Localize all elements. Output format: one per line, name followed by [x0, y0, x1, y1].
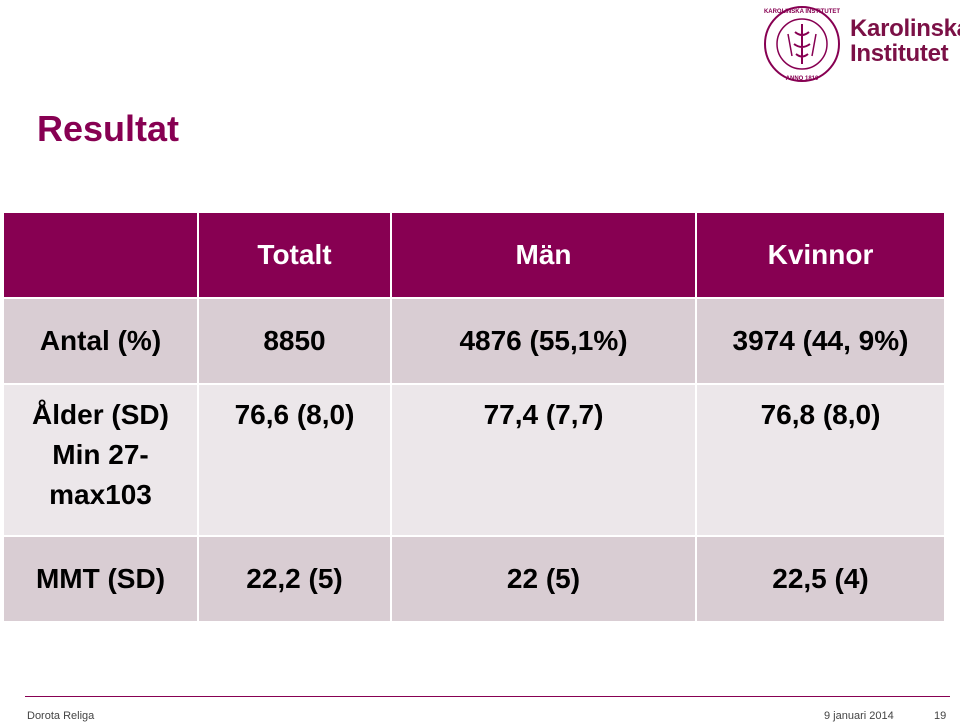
table-cell: 76,6 (8,0)	[197, 383, 392, 537]
table-row: Antal (%) 8850 4876 (55,1%) 3974 (44, 9%…	[2, 297, 946, 385]
header-cell-kvinnor: Kvinnor	[695, 211, 946, 299]
row-label-line: max103	[49, 479, 152, 510]
logo-line-1: Karolinska	[850, 15, 960, 42]
table-cell: 3974 (44, 9%)	[695, 297, 946, 385]
table-cell: 4876 (55,1%)	[390, 297, 697, 385]
header-cell-man: Män	[390, 211, 697, 299]
table-cell: 76,8 (8,0)	[695, 383, 946, 537]
row-label-alder: Ålder (SD) Min 27- max103	[2, 383, 199, 537]
page-number: 19	[934, 710, 947, 722]
logo-wordmark: Karolinska Institutet	[850, 16, 960, 66]
header-cell-totalt: Totalt	[197, 211, 392, 299]
table-row: MMT (SD) 22,2 (5) 22 (5) 22,5 (4)	[2, 535, 946, 623]
table-cell: 22 (5)	[390, 535, 697, 623]
table-cell: 22,2 (5)	[197, 535, 392, 623]
table-cell: 77,4 (7,7)	[390, 383, 697, 537]
logo-line-2: Institutet	[850, 40, 949, 67]
seal-icon: KAROLINSKA INSTITUTET ANNO 1810	[764, 6, 840, 82]
table-header-row: Totalt Män Kvinnor	[2, 211, 946, 299]
footer-date: 9 januari 2014	[824, 710, 894, 722]
karolinska-logo: KAROLINSKA INSTITUTET ANNO 1810 Karolins…	[762, 4, 960, 84]
table-cell: 22,5 (4)	[695, 535, 946, 623]
table-row: Ålder (SD) Min 27- max103 76,6 (8,0) 77,…	[2, 383, 946, 537]
row-label-antal: Antal (%)	[2, 297, 199, 385]
header-cell-empty	[2, 211, 199, 299]
svg-text:ANNO 1810: ANNO 1810	[786, 76, 819, 82]
results-table: Totalt Män Kvinnor Antal (%) 8850 4876 (…	[2, 211, 946, 623]
row-label-line: Min 27-	[52, 439, 149, 470]
slide-title: Resultat	[37, 108, 180, 149]
table-cell: 8850	[197, 297, 392, 385]
row-label-mmt: MMT (SD)	[2, 535, 199, 623]
svg-text:KAROLINSKA INSTITUTET: KAROLINSKA INSTITUTET	[764, 9, 840, 15]
footer-divider	[25, 696, 950, 697]
row-label-line: Ålder (SD)	[32, 399, 169, 430]
footer-author: Dorota Religa	[27, 710, 95, 722]
